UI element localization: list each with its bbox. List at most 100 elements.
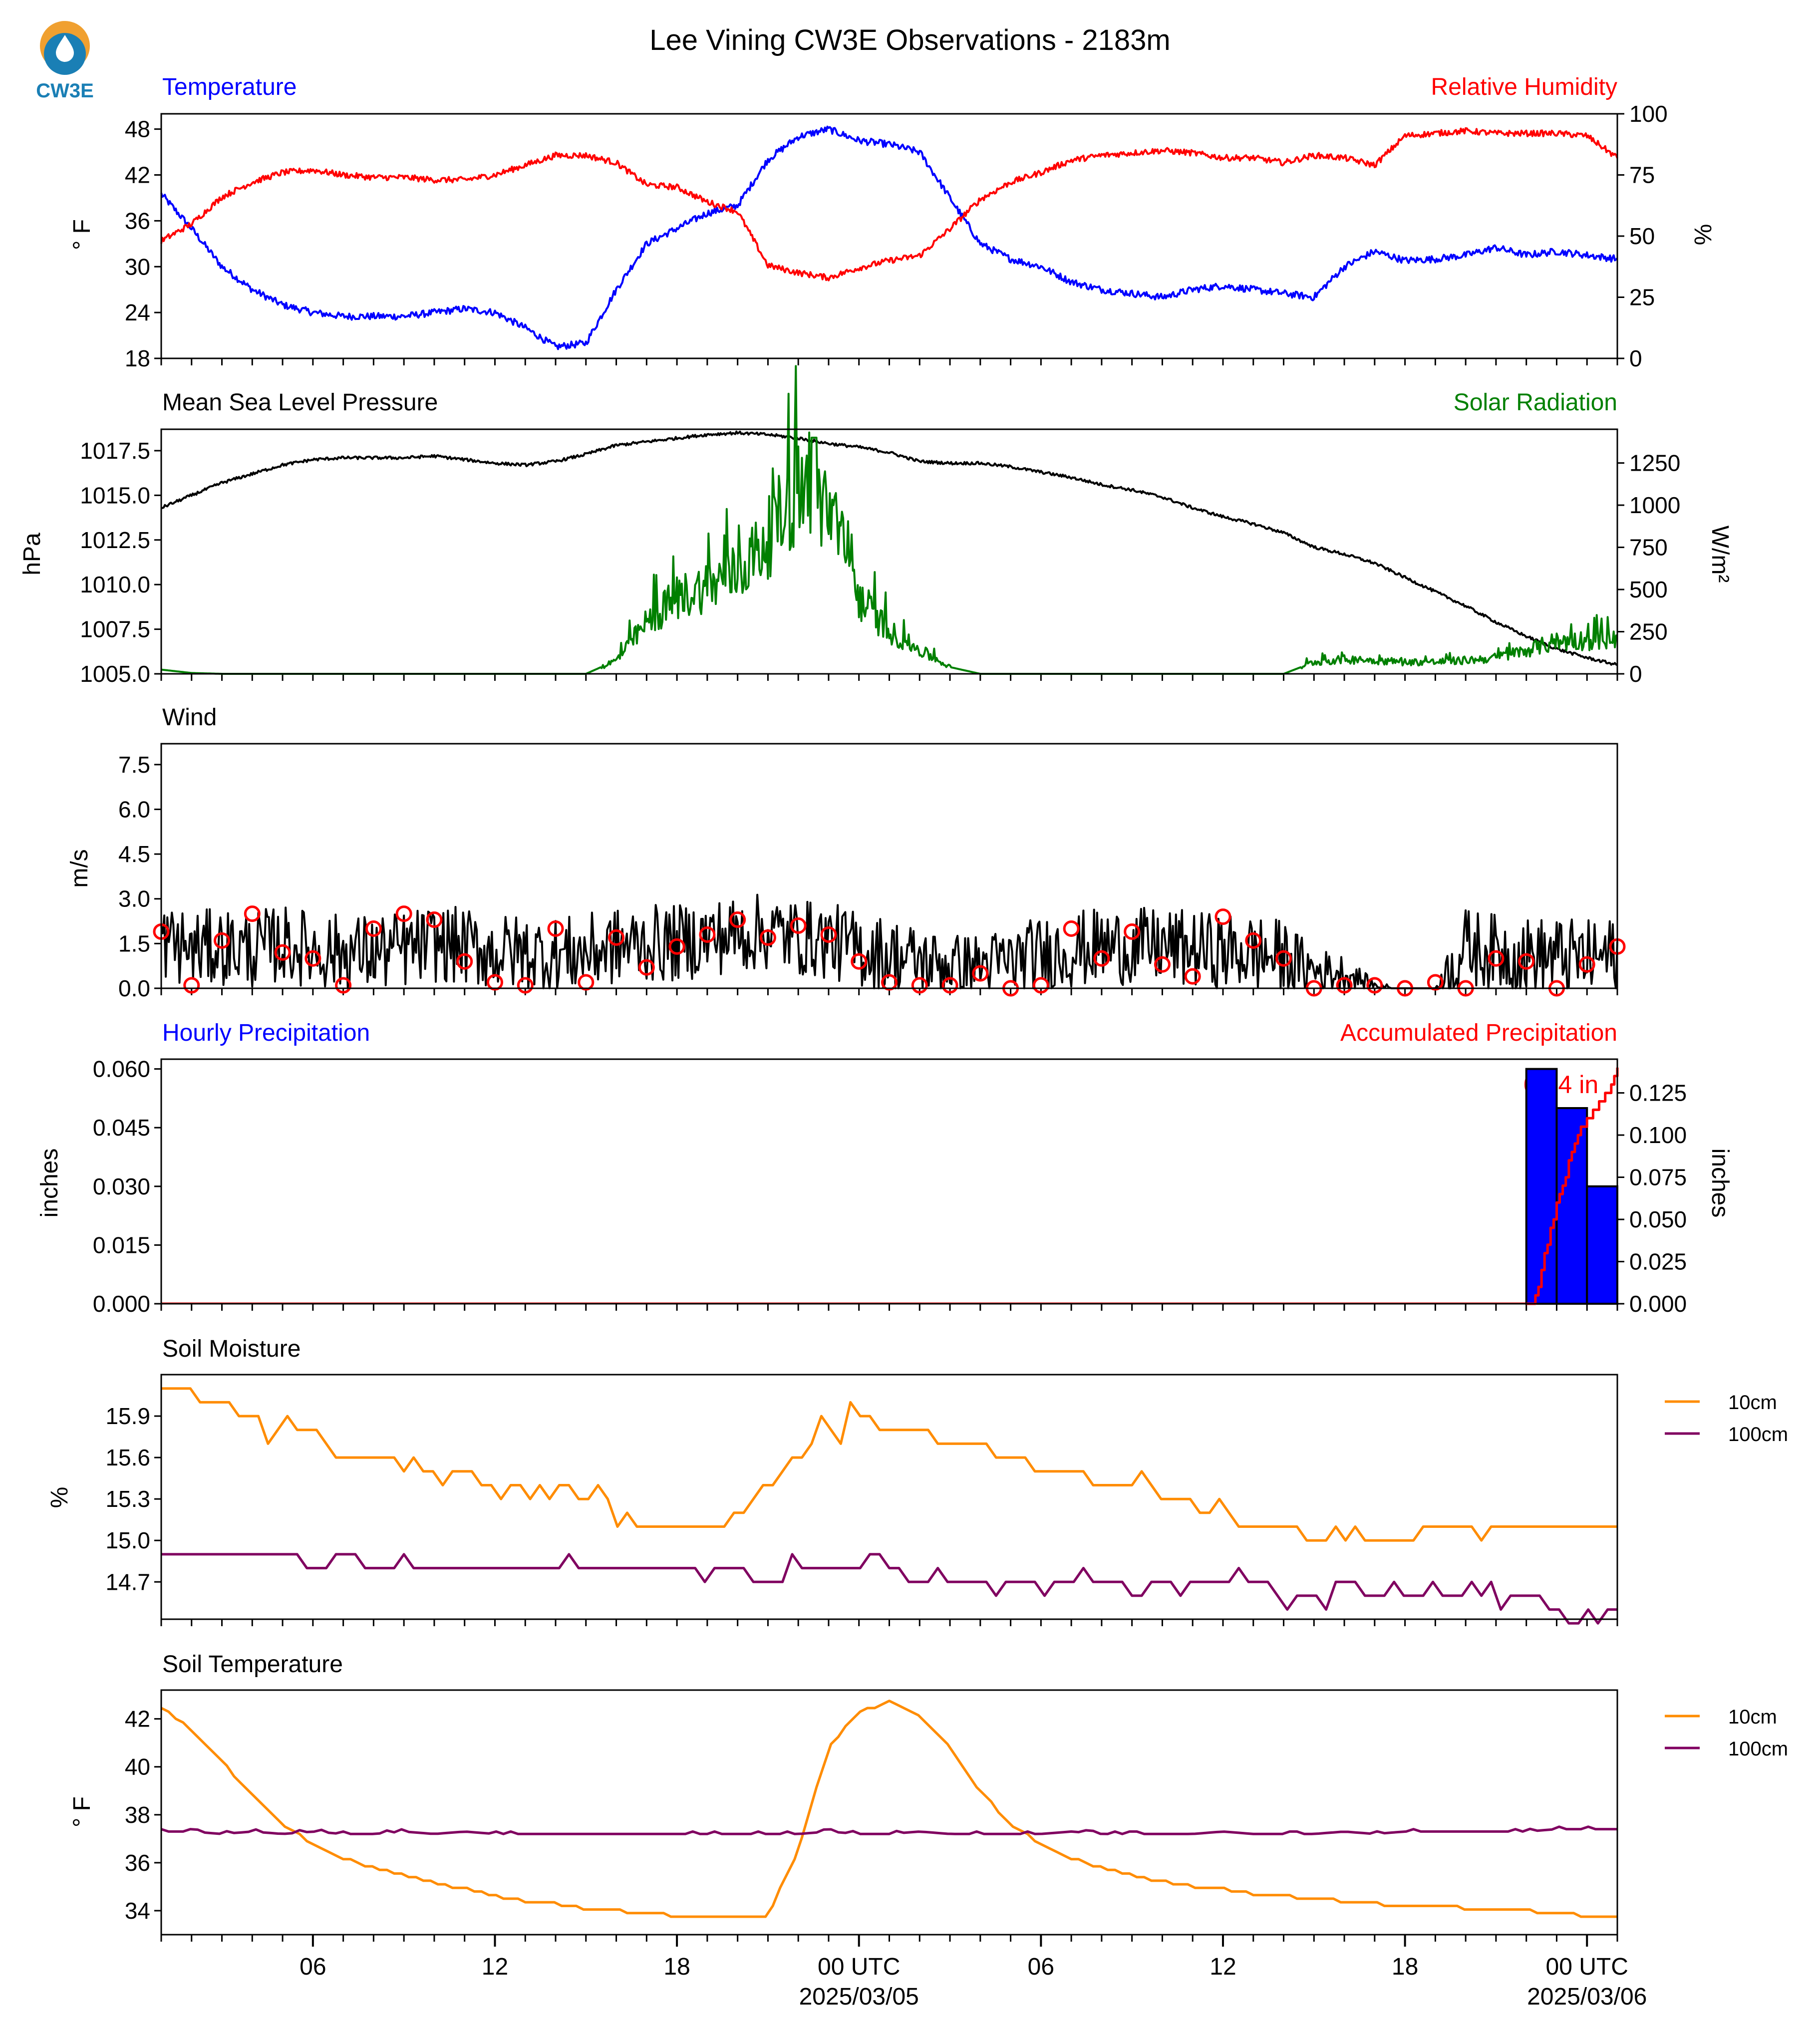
gust-marker [578,974,595,991]
y-tick-label: 30 [125,254,150,280]
legend-label-10cm: 10cm [1728,1706,1777,1728]
y-tick-label: 0.030 [93,1173,150,1199]
gust-marker [183,977,200,994]
gust-marker [820,926,837,943]
pressure-ylabel: hPa [19,533,45,576]
y2-tick-label: 500 [1629,577,1668,602]
y-tick-label: 42 [125,162,150,188]
temp-rh-panel: 18 24 30 36 42 48 0 25 50 75 100 [125,101,1668,371]
precip-bar [1525,1068,1558,1305]
y-tick-label: 15.3 [105,1486,150,1512]
gust-marker [244,905,261,922]
rh-ylabel: % [1689,224,1716,246]
y-tick-label: 40 [125,1754,150,1780]
plot-frame [160,1689,1618,1936]
gust-marker [517,977,534,994]
gust-marker [1154,956,1171,973]
y2-tick-label: 0.125 [1629,1080,1687,1106]
plot-frame [160,1374,1618,1620]
gust-marker [365,920,382,937]
x-date-label: 2025/03/06 [1527,1984,1647,2010]
gust-marker [699,926,716,943]
gust-marker [214,932,231,949]
plot-frame [160,113,1618,359]
y2-tick-label: 0 [1629,345,1642,371]
y-tick-label: 1005.0 [80,661,150,687]
accumulated-precip-line [1526,1067,1619,1305]
cw3e-logo: CW3E [36,21,94,102]
accum-precip-title: Accumulated Precipitation [1340,1020,1617,1046]
gust-marker [1366,977,1383,994]
hourly-precip-title: Hourly Precipitation [162,1020,370,1046]
pressure-title: Mean Sea Level Pressure [162,389,438,416]
y-tick-label: 4.5 [118,841,150,867]
gust-marker [1184,968,1201,985]
soil-moisture-legend: 10cm 100cm [1665,1392,1788,1446]
y2-tick-label: 50 [1629,223,1655,249]
soil-moisture-panel: 14.7 15.0 15.3 15.6 15.9 [105,1374,1618,1626]
soil-moisture-100cm-line [161,1553,1617,1625]
y2-tick-label: 750 [1629,535,1668,561]
legend-label-10cm: 10cm [1728,1392,1777,1414]
y-tick-label: 15.9 [105,1403,150,1429]
soil-moisture-10cm-line [161,1387,1617,1542]
wind-title: Wind [162,704,217,731]
y2-tick-label: 0 [1629,661,1642,687]
y-tick-label: 36 [125,208,150,234]
accum-ylabel: inches [1707,1149,1733,1218]
gust-marker [1488,950,1505,967]
soil-temp-legend: 10cm 100cm [1665,1706,1788,1760]
y2-tick-label: 1000 [1629,492,1680,518]
gust-marker [395,905,412,922]
y-tick-label: 1.5 [118,930,150,956]
solar-ylabel: W/m² [1707,526,1733,583]
temp-ylabel: ° F [69,219,95,250]
x-tick-label: 18 [1392,1954,1418,1980]
y2-tick-label: 75 [1629,162,1655,188]
y-tick-label: 1017.5 [80,438,150,464]
y2-tick-label: 250 [1629,619,1668,645]
x-tick-label: 12 [1210,1954,1236,1980]
x-tick-label: 18 [663,1954,690,1980]
y-tick-label: 1015.0 [80,482,150,508]
gust-marker [1063,920,1080,937]
gust-marker [790,917,807,934]
soil-temp-100cm-line [161,1825,1617,1835]
gust-marker [1275,950,1292,967]
soil-temp-title: Soil Temperature [162,1651,343,1678]
gust-marker [911,977,928,994]
gust-marker [547,920,564,937]
y-tick-label: 24 [125,299,150,325]
y-tick-label: 1007.5 [80,616,150,642]
soil-temp-10cm-line [160,1700,1617,1918]
pressure-line [161,430,1618,666]
gust-marker [1124,923,1141,940]
legend-label-100cm: 100cm [1728,1738,1788,1760]
solar-title: Solar Radiation [1454,389,1617,416]
y-tick-label: 34 [125,1898,150,1924]
gust-marker [1518,953,1535,970]
gust-marker [1032,977,1049,994]
gust-marker [729,911,746,928]
logo-text: CW3E [36,80,94,102]
y2-tick-label: 25 [1629,285,1655,310]
x-date-label: 2025/03/05 [799,1984,919,2010]
plot-frame [160,1058,1618,1305]
y-tick-label: 1012.5 [80,527,150,553]
legend-label-100cm: 100cm [1728,1424,1788,1446]
y2-tick-label: 0.000 [1629,1291,1687,1317]
gust-marker [1578,956,1595,973]
gust-marker [608,929,625,946]
y-tick-label: 0.0 [118,975,150,1001]
y-tick-label: 6.0 [118,796,150,822]
precip-ylabel: inches [36,1149,63,1218]
y-tick-label: 42 [125,1706,150,1732]
y-tick-label: 1010.0 [80,572,150,597]
soil-moisture-title: Soil Moisture [162,1336,301,1362]
precip-bar [1555,1107,1588,1305]
y-tick-label: 38 [125,1802,150,1828]
y2-tick-label: 0.050 [1629,1206,1687,1232]
gust-marker [759,929,776,946]
y-tick-label: 14.7 [105,1569,150,1595]
